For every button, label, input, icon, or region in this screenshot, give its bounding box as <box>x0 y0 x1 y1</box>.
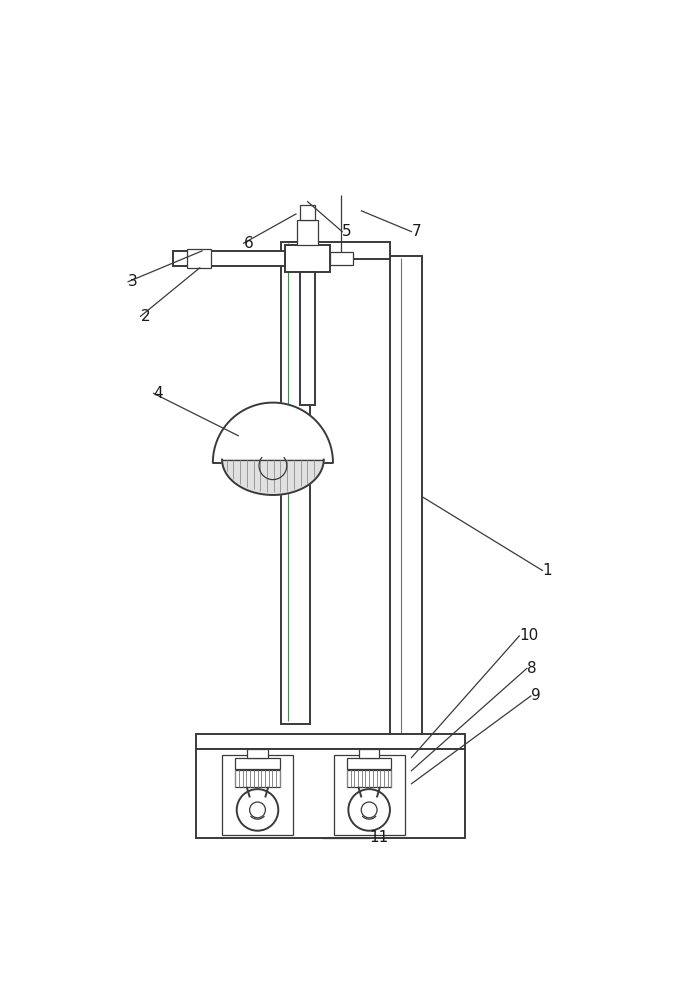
Polygon shape <box>213 403 333 463</box>
Circle shape <box>237 789 278 831</box>
Bar <box>247 749 267 758</box>
Bar <box>196 734 466 749</box>
Bar <box>285 245 330 272</box>
Text: 8: 8 <box>527 661 537 676</box>
Text: 2: 2 <box>140 309 150 324</box>
Text: 11: 11 <box>369 830 388 845</box>
Bar <box>300 272 315 405</box>
Text: 3: 3 <box>128 274 138 289</box>
Circle shape <box>348 789 390 831</box>
Text: 4: 4 <box>153 386 163 401</box>
Text: 9: 9 <box>531 688 540 703</box>
Bar <box>281 242 310 724</box>
Bar <box>187 249 211 268</box>
Text: 6: 6 <box>244 236 254 251</box>
Bar <box>292 242 390 259</box>
Bar <box>296 220 319 245</box>
Polygon shape <box>222 460 323 495</box>
Text: 1: 1 <box>542 563 552 578</box>
Text: 10: 10 <box>520 628 538 643</box>
Bar <box>235 758 280 769</box>
Bar <box>359 749 379 758</box>
Bar <box>334 755 404 835</box>
Bar <box>173 251 285 266</box>
Bar <box>196 749 466 838</box>
Circle shape <box>361 802 377 818</box>
Text: 5: 5 <box>342 224 352 239</box>
Bar <box>390 256 422 749</box>
Bar <box>222 755 293 835</box>
Bar <box>235 770 280 787</box>
Bar <box>347 770 392 787</box>
Bar <box>330 252 353 265</box>
Text: 7: 7 <box>412 224 421 239</box>
Bar <box>300 205 315 220</box>
Bar <box>347 758 392 769</box>
Circle shape <box>249 802 265 818</box>
